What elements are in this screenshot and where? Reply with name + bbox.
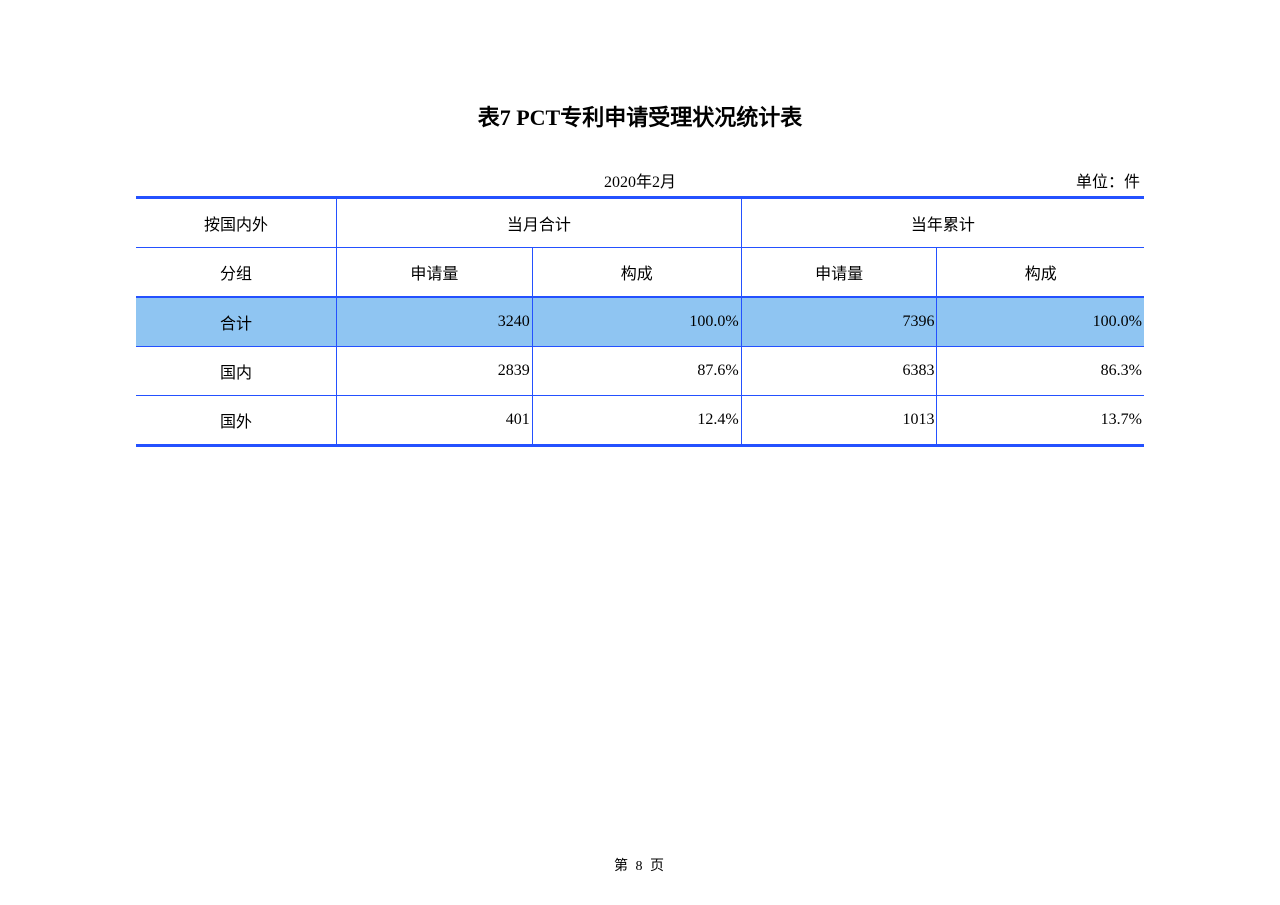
page-container: 表7 PCT专利申请受理状况统计表 2020年2月 单位：件 按国内外 当月合计…	[0, 0, 1280, 447]
row-year-pct: 13.7%	[937, 396, 1144, 446]
header-month-total: 当月合计	[337, 198, 742, 248]
row-year-count: 1013	[741, 396, 937, 446]
row-month-pct: 100.0%	[532, 297, 741, 347]
header-month-pct: 构成	[532, 248, 741, 298]
table-row: 合计 3240 100.0% 7396 100.0%	[136, 297, 1144, 347]
row-label: 合计	[136, 297, 337, 347]
header-year-count: 申请量	[741, 248, 937, 298]
row-month-pct: 12.4%	[532, 396, 741, 446]
header-group-label: 按国内外	[136, 198, 337, 248]
page-number: 第 8 页	[0, 855, 1280, 875]
row-label: 国外	[136, 396, 337, 446]
row-month-pct: 87.6%	[532, 347, 741, 396]
row-year-count: 7396	[741, 297, 937, 347]
row-month-count: 3240	[337, 297, 533, 347]
row-year-pct: 100.0%	[937, 297, 1144, 347]
header-row-2: 分组 申请量 构成 申请量 构成	[136, 248, 1144, 298]
table-title: 表7 PCT专利申请受理状况统计表	[136, 100, 1144, 132]
row-month-count: 401	[337, 396, 533, 446]
row-year-count: 6383	[741, 347, 937, 396]
row-year-pct: 86.3%	[937, 347, 1144, 396]
header-month-count: 申请量	[337, 248, 533, 298]
row-month-count: 2839	[337, 347, 533, 396]
header-subgroup: 分组	[136, 248, 337, 298]
table-row: 国外 401 12.4% 1013 13.7%	[136, 396, 1144, 446]
table-row: 国内 2839 87.6% 6383 86.3%	[136, 347, 1144, 396]
header-row-1: 按国内外 当月合计 当年累计	[136, 198, 1144, 248]
header-year-pct: 构成	[937, 248, 1144, 298]
subtitle-row: 2020年2月 单位：件	[136, 168, 1144, 196]
row-label: 国内	[136, 347, 337, 396]
period-label: 2020年2月	[473, 168, 806, 192]
unit-label: 单位：件	[807, 168, 1140, 192]
header-year-total: 当年累计	[741, 198, 1144, 248]
data-table: 按国内外 当月合计 当年累计 分组 申请量 构成 申请量 构成 合计 3240 …	[136, 196, 1144, 447]
